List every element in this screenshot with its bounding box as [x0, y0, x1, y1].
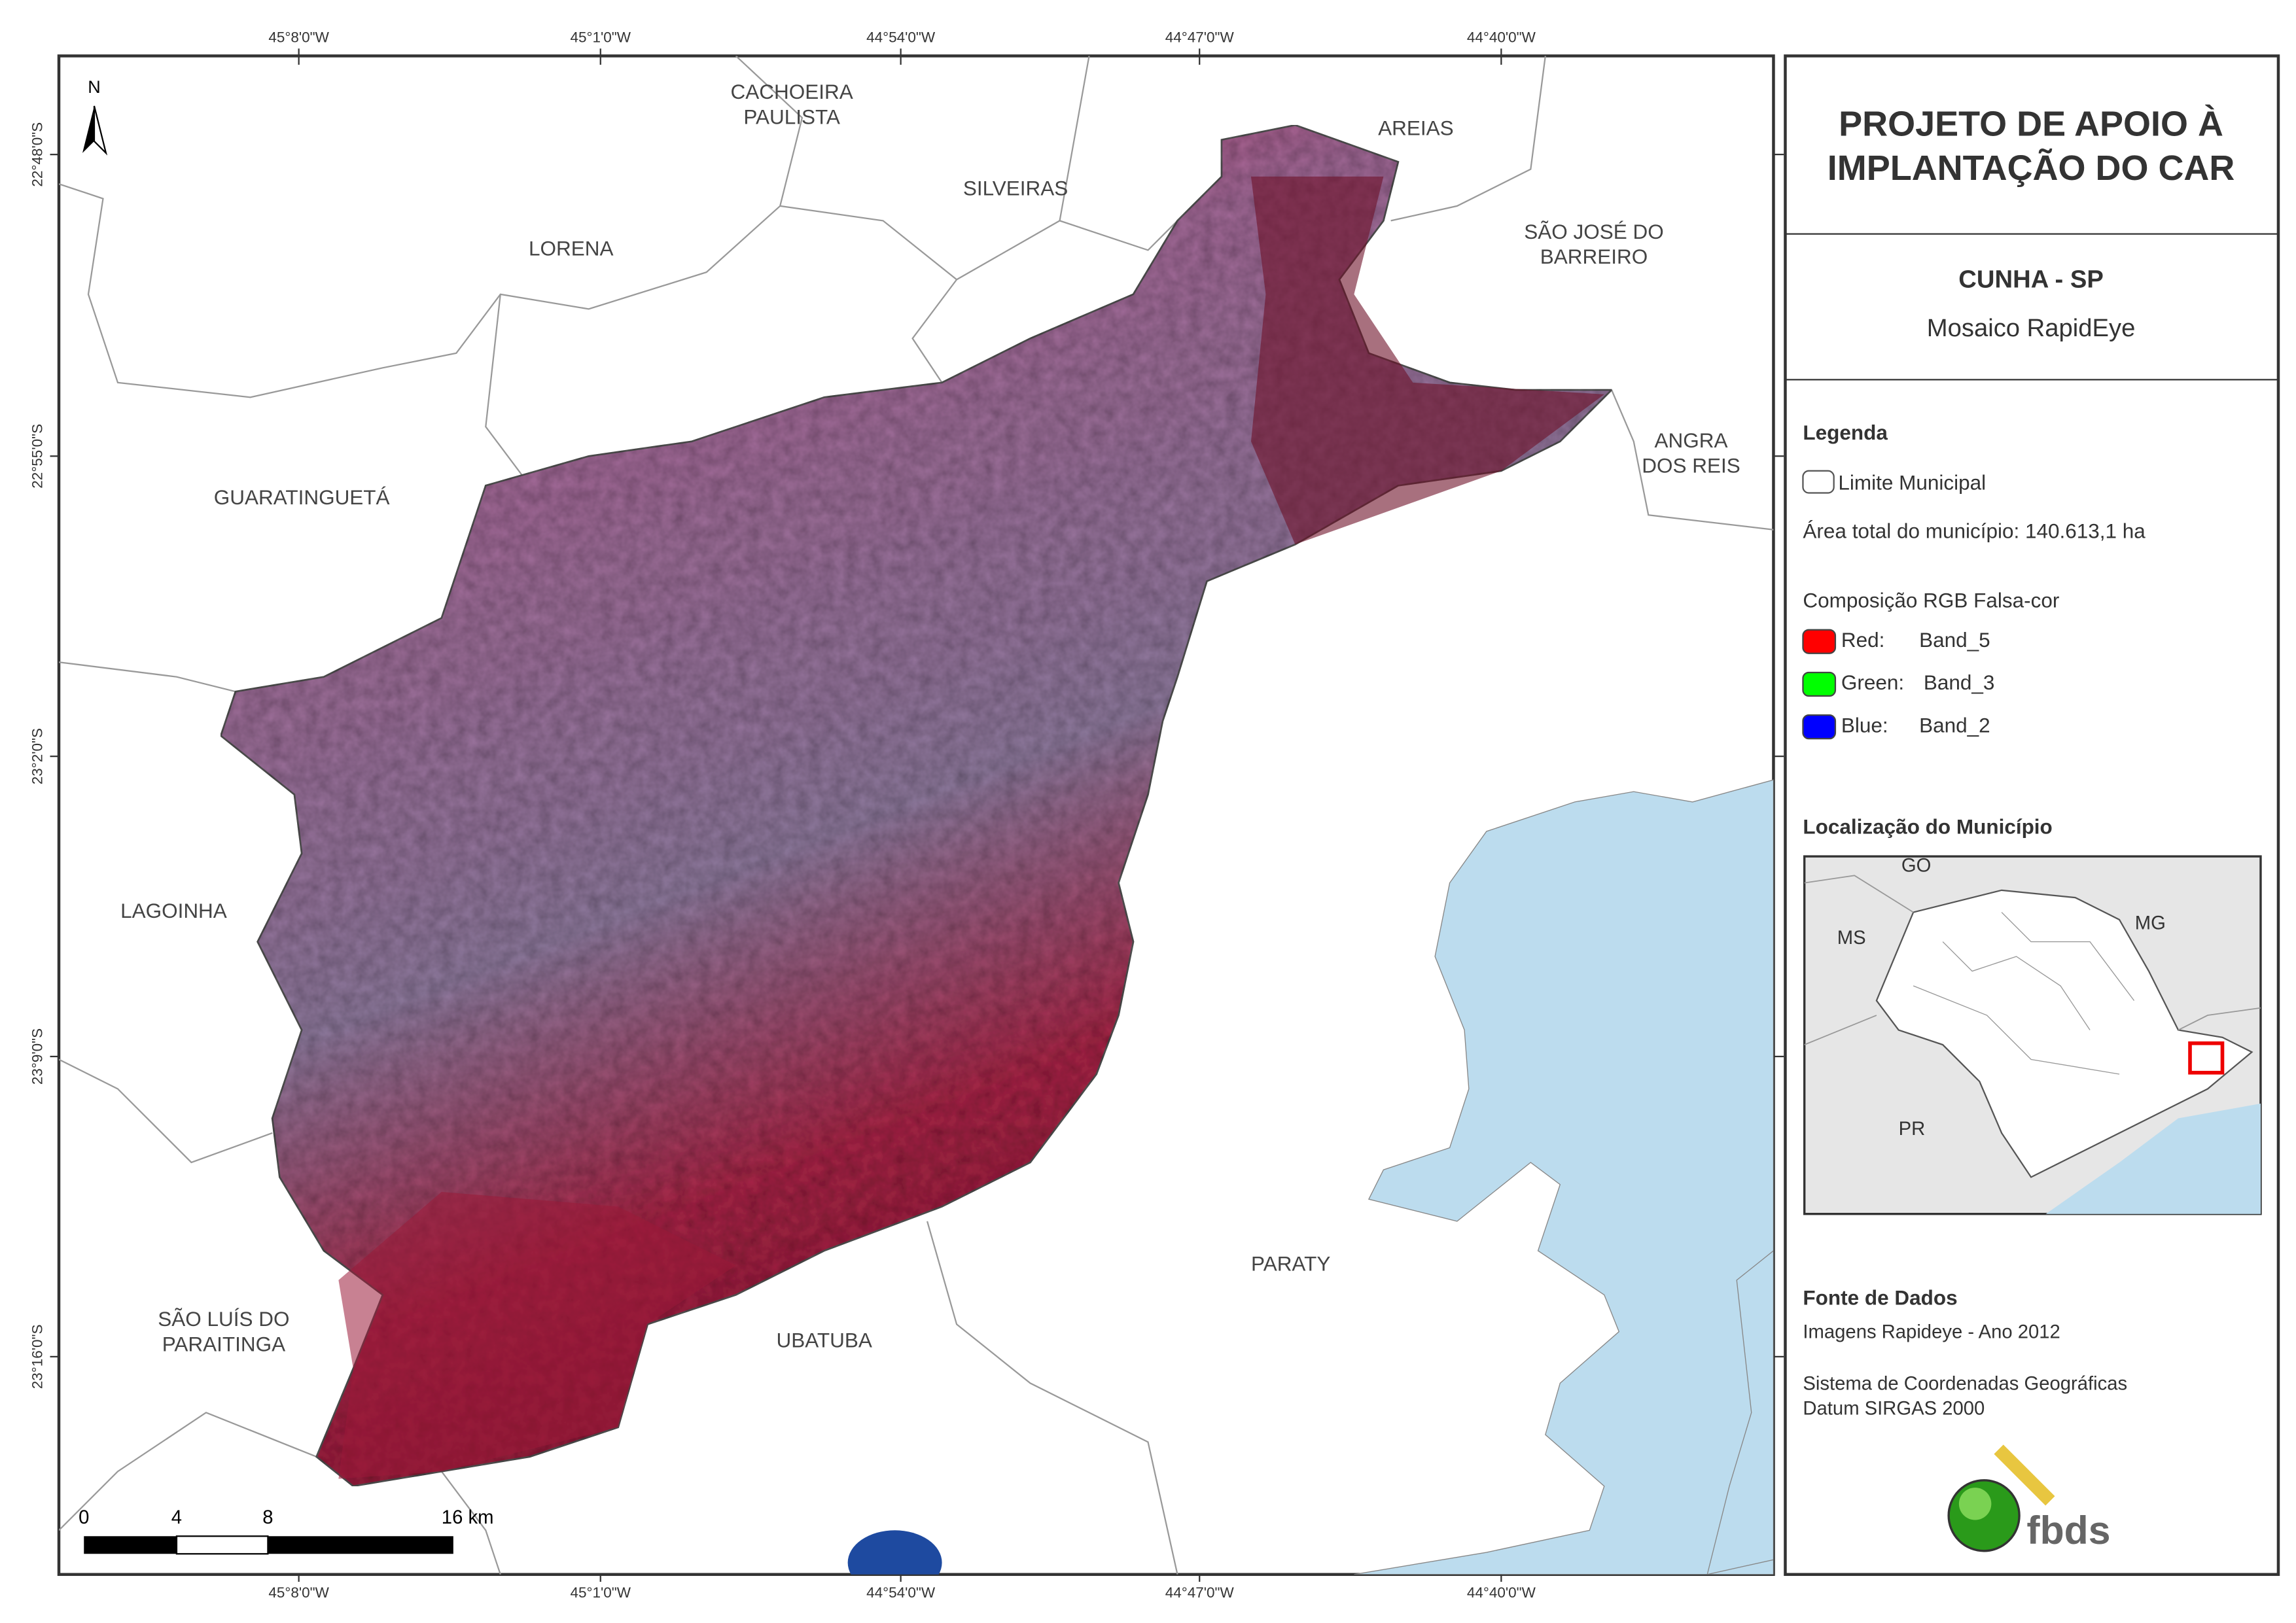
place-label: LAGOINHA: [120, 899, 227, 922]
band-name: Band_2: [1919, 713, 1990, 737]
band-name: Band_5: [1919, 628, 1990, 652]
place-label: CACHOEIRA: [731, 80, 853, 103]
scale-label: 4: [171, 1507, 182, 1528]
inset-label: PR: [1899, 1119, 1926, 1140]
ocean: [1354, 779, 1774, 1575]
place-label: DOS REIS: [1642, 453, 1740, 477]
scale-label: 0: [79, 1507, 89, 1528]
lon-tick-label: 44°40'0"W: [1467, 29, 1536, 45]
place-label: SÃO JOSÉ DO: [1524, 220, 1663, 243]
band-name: Band_3: [1924, 671, 1995, 694]
north-label: N: [88, 77, 101, 97]
place-label: SILVEIRAS: [963, 176, 1068, 200]
lon-tick-label: 45°1'0"W: [570, 1584, 631, 1601]
legend-boundary: Limite Municipal: [1838, 470, 1986, 494]
lat-tick-label: 23°16'0"S: [29, 1324, 45, 1389]
boundary-swatch: [1802, 470, 1835, 494]
lat-tick-label: 23°9'0"S: [29, 1028, 45, 1085]
place-label: PAULISTA: [743, 105, 840, 128]
place-label: UBATUBA: [776, 1329, 872, 1352]
place-label: GUARATINGUETÁ: [214, 485, 390, 509]
band-channel: Blue:: [1841, 713, 1888, 737]
municipal-boundary: [956, 220, 1178, 281]
side-panel: [1784, 54, 2280, 1577]
logo: fbds: [1947, 1444, 2111, 1552]
band-swatch: [1802, 671, 1837, 697]
lon-tick-label: 45°8'0"W: [268, 29, 329, 45]
lat-tick-label: 22°55'0"S: [29, 424, 45, 489]
legend-heading: Legenda: [1803, 421, 1888, 444]
forest-area: [1250, 176, 1604, 545]
place-label: BARREIRO: [1540, 245, 1648, 268]
map-body: [59, 56, 1774, 1575]
scale-label: 8: [262, 1507, 273, 1528]
lat-tick-label: 22°48'0"S: [29, 122, 45, 187]
place-label: PARAITINGA: [162, 1332, 285, 1355]
municipality: CUNHA - SP: [1958, 266, 2104, 294]
band-swatch: [1802, 714, 1837, 740]
inset-label: GO: [1901, 856, 1931, 877]
lat-tick-label: 23°2'0"S: [29, 728, 45, 784]
title-line: IMPLANTAÇÃO DO CAR: [1828, 148, 2235, 188]
municipal-boundary: [1059, 56, 1090, 221]
band-channel: Green:: [1841, 671, 1904, 694]
municipal-boundary: [1611, 389, 1774, 531]
municipal-boundary: [59, 1058, 273, 1164]
municipal-boundary: [440, 1471, 501, 1575]
location-heading: Localização do Município: [1803, 815, 2052, 839]
mosaic-name: Mosaico RapidEye: [1927, 314, 2136, 342]
place-label: PARATY: [1251, 1252, 1330, 1276]
legend-composition: Composição RGB Falsa-cor: [1803, 588, 2059, 612]
forest-area: [338, 1191, 736, 1479]
lon-tick-label: 44°47'0"W: [1165, 29, 1235, 45]
place-label: SÃO LUÍS DO: [158, 1307, 289, 1331]
location-inset: [1803, 855, 2262, 1215]
municipal-boundary: [1390, 56, 1546, 222]
legend-area: Área total do município: 140.613,1 ha: [1803, 519, 2146, 543]
reservoir: [847, 1530, 942, 1575]
scale-bar: [84, 1535, 453, 1555]
sources-heading: Fonte de Dados: [1803, 1285, 1957, 1309]
lon-tick-label: 44°54'0"W: [866, 1584, 936, 1601]
municipal-boundary: [59, 661, 236, 693]
source-line: Sistema de Coordenadas Geográficas: [1803, 1373, 2127, 1394]
inset-label: MS: [1837, 928, 1866, 949]
source-line: Imagens Rapideye - Ano 2012: [1803, 1322, 2060, 1343]
lon-tick-label: 44°40'0"W: [1467, 1584, 1536, 1601]
inset-label: MG: [2135, 913, 2166, 934]
lon-tick-label: 44°47'0"W: [1165, 1584, 1235, 1601]
lon-tick-label: 44°54'0"W: [866, 29, 936, 45]
place-label: AREIAS: [1378, 116, 1453, 139]
lon-tick-label: 45°8'0"W: [268, 1584, 329, 1601]
municipal-boundary: [927, 1221, 1178, 1575]
ocean-bay: [1706, 1250, 1774, 1575]
source-line: Datum SIRGAS 2000: [1803, 1399, 1985, 1420]
band-channel: Red:: [1841, 628, 1885, 652]
scale-label: 16 km: [442, 1507, 494, 1528]
place-label: ANGRA: [1655, 428, 1728, 452]
place-label: LORENA: [529, 237, 613, 260]
lon-tick-label: 45°1'0"W: [570, 29, 631, 45]
municipal-boundary: [59, 1412, 317, 1531]
band-swatch: [1802, 629, 1837, 654]
title-line: PROJETO DE APOIO À: [1839, 105, 2223, 144]
logo-text: fbds: [2026, 1508, 2110, 1552]
